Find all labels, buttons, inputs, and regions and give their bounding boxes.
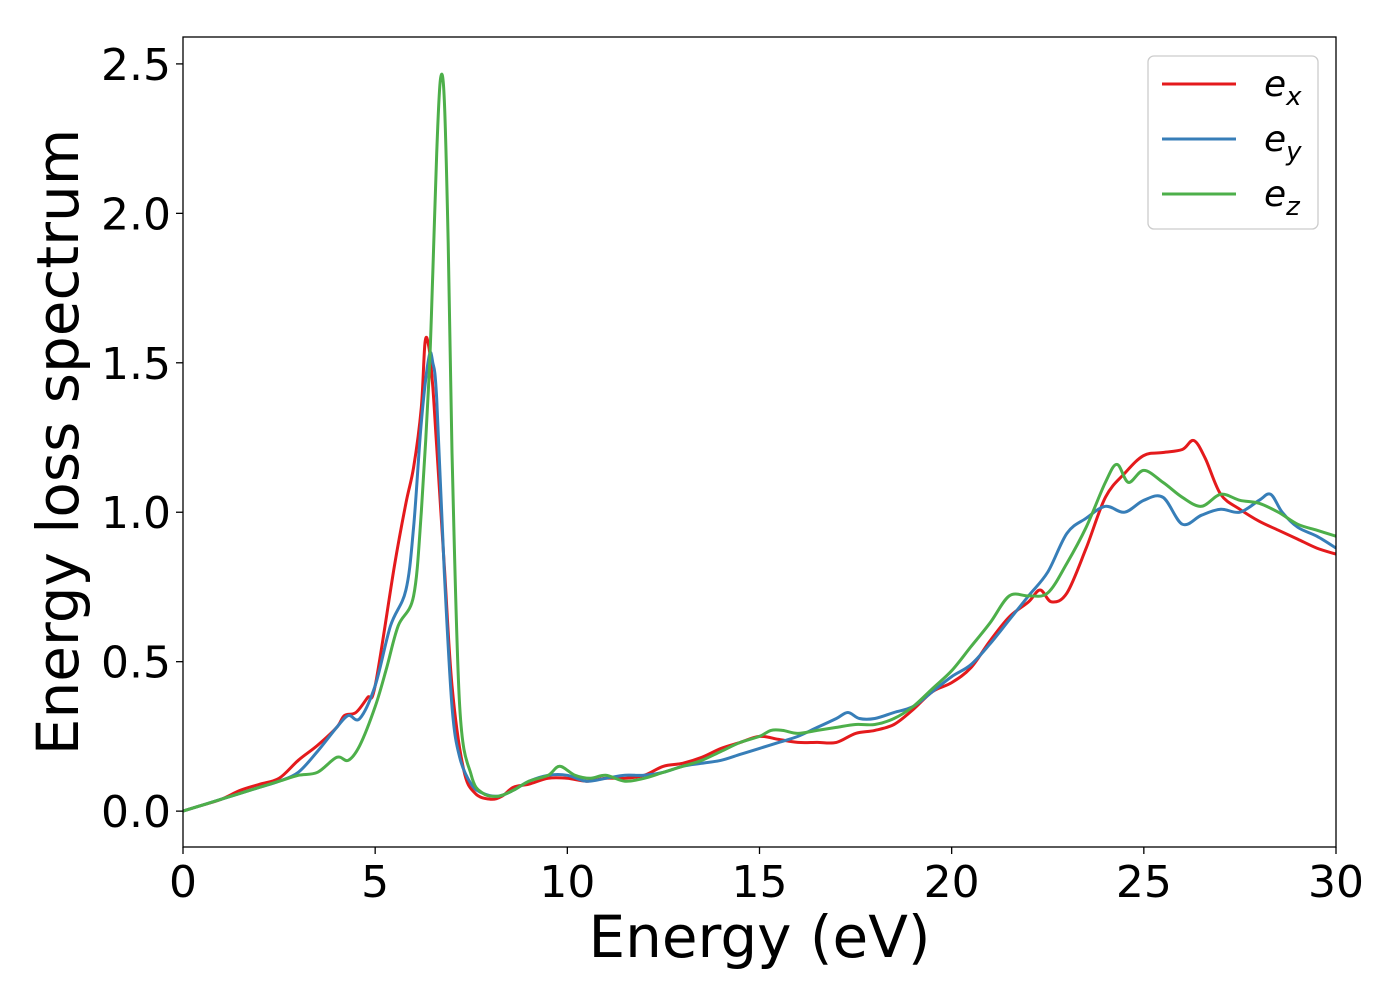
legend-label-y: ey [1264,119,1302,167]
x-axis-ticks: 0 5 10 15 20 25 30 [169,847,1364,908]
series-line-y [183,351,1336,813]
x-tick-label: 0 [169,857,197,908]
legend-label-x: ex [1264,64,1302,112]
plot-lines [183,72,1336,813]
series-line-z [183,72,1336,813]
y-tick-label: 0.5 [101,638,171,689]
x-tick-label: 30 [1308,857,1364,908]
x-tick-label: 15 [732,857,788,908]
series-line-x [183,335,1336,813]
legend: ex ey ez [1147,55,1319,230]
y-tick-label: 2.0 [101,189,171,240]
y-tick-label: 0.0 [101,787,171,838]
x-tick-label: 25 [1116,857,1172,908]
legend-box [1147,55,1319,230]
y-tick-label: 1.0 [101,488,171,539]
y-axis-ticks: 0.0 0.5 1.0 1.5 2.0 2.5 [101,40,183,838]
y-axis-title: Energy loss spectrum [24,129,92,755]
x-tick-label: 20 [924,857,980,908]
x-tick-label: 5 [361,857,389,908]
y-tick-label: 1.5 [101,339,171,390]
x-tick-label: 10 [539,857,595,908]
legend-label-z: ez [1264,174,1301,222]
y-tick-label: 2.5 [101,40,171,91]
x-axis-title: Energy (eV) [588,903,930,971]
